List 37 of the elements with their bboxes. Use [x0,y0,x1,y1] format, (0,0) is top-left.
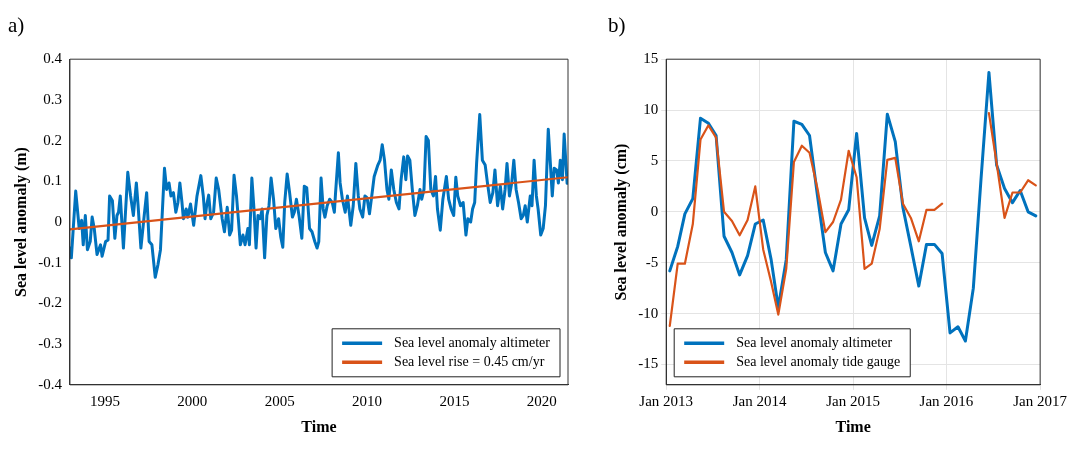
chart-title: a) [8,13,25,38]
y-tick-label: -10 [638,304,659,321]
x-tick-label: 2020 [526,392,557,409]
y-tick-label: 5 [650,151,659,168]
x-axis-title: Time [301,417,337,435]
y-tick-label: 0 [54,212,62,229]
legend-label: Sea level anomaly altimeter [394,334,551,350]
legend-label: Sea level anomaly tide gauge [736,353,901,369]
x-tick-label: 2010 [352,392,383,409]
y-tick-label: -15 [638,355,659,372]
x-tick-label: Jan 2013 [639,392,694,409]
y-tick-label: 10 [643,101,659,118]
y-axis-title: Sea level anomaly (cm) [611,143,630,301]
y-tick-label: 0.4 [43,50,63,67]
legend-label: Sea level rise = 0.45 cm/yr [394,353,545,369]
x-tick-label: Jan 2016 [919,392,974,409]
y-tick-label: 0.1 [43,172,62,189]
x-tick-label: 2005 [264,392,295,409]
y-tick-label: 0 [650,202,659,219]
y-tick-label: -5 [645,253,659,270]
y-tick-label: -0.1 [38,253,62,270]
y-tick-label: 0.3 [43,90,62,107]
x-tick-label: 2000 [177,392,208,409]
y-tick-label: -0.2 [38,294,62,311]
y-axis-title: Sea level anomaly (m) [11,147,30,297]
x-tick-label: Jan 2017 [1013,392,1068,409]
legend-label: Sea level anomaly altimeter [736,334,893,350]
y-tick-label: -0.3 [38,335,62,352]
chart-title: b) [608,13,626,38]
x-axis-title: Time [835,417,871,435]
x-tick-label: 1995 [89,392,120,409]
y-tick-label: 15 [643,50,659,67]
y-tick-label: 0.2 [43,131,62,148]
x-tick-label: Jan 2015 [826,392,880,409]
y-tick-label: -0.4 [38,375,63,392]
x-tick-label: 2015 [439,392,470,409]
x-tick-label: Jan 2014 [732,392,787,409]
